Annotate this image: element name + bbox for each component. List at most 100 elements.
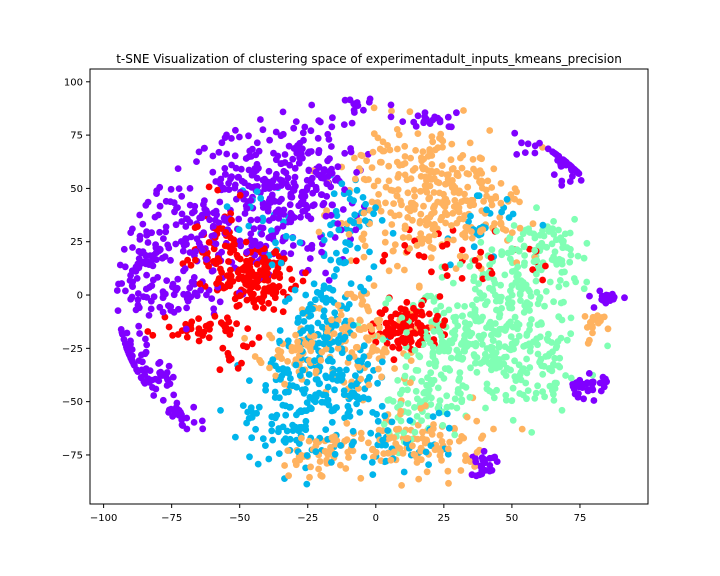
scatter-point: [589, 316, 596, 324]
scatter-point: [567, 330, 575, 338]
scatter-point: [467, 364, 474, 372]
scatter-point: [265, 197, 273, 205]
scatter-point: [534, 350, 542, 358]
scatter-point: [292, 331, 299, 339]
scatter-point: [443, 392, 451, 400]
scatter-point: [352, 226, 360, 234]
scatter-point: [478, 155, 485, 163]
scatter-point: [539, 370, 547, 378]
scatter-point: [393, 158, 401, 166]
scatter-point: [397, 407, 405, 415]
scatter-point: [455, 377, 463, 384]
scatter-point: [428, 268, 435, 276]
scatter-point: [567, 314, 575, 322]
scatter-point: [280, 369, 288, 377]
scatter-point: [379, 138, 387, 146]
scatter-point: [328, 143, 335, 150]
scatter-point: [438, 332, 445, 340]
scatter-point: [521, 252, 528, 259]
scatter-point: [276, 337, 283, 345]
scatter-point: [375, 365, 382, 373]
scatter-point: [589, 379, 597, 387]
scatter-point: [175, 305, 182, 313]
scatter-point: [497, 281, 504, 289]
scatter-point: [472, 340, 480, 347]
scatter-point: [376, 158, 384, 166]
scatter-point: [482, 404, 489, 412]
scatter-point: [291, 286, 299, 294]
scatter-point: [276, 327, 284, 334]
scatter-point: [445, 306, 453, 314]
scatter-point: [236, 133, 243, 141]
scatter-point: [282, 402, 289, 410]
scatter-point: [470, 277, 478, 285]
scatter-point: [281, 388, 289, 396]
scatter-point: [326, 231, 334, 238]
scatter-point: [143, 341, 151, 349]
scatter-point: [330, 272, 338, 280]
scatter-point: [393, 125, 401, 133]
scatter-point: [299, 129, 307, 137]
scatter-point: [308, 101, 316, 109]
scatter-point: [511, 185, 519, 193]
scatter-point: [231, 181, 239, 189]
scatter-point: [448, 140, 456, 148]
scatter-point: [414, 395, 421, 403]
scatter-point: [477, 238, 485, 246]
scatter-point: [266, 136, 273, 144]
scatter-point: [245, 222, 253, 230]
scatter-point: [458, 433, 466, 440]
scatter-point: [365, 336, 372, 344]
scatter-point: [156, 228, 164, 236]
scatter-point: [545, 228, 553, 235]
scatter-point: [344, 290, 351, 298]
scatter-point: [120, 335, 128, 343]
x-tick-label: −50: [229, 513, 250, 524]
scatter-point: [208, 295, 216, 302]
scatter-point: [132, 263, 140, 271]
scatter-point: [312, 186, 320, 194]
scatter-point: [472, 359, 479, 367]
scatter-point: [574, 252, 582, 260]
x-tick-label: 25: [437, 513, 450, 524]
scatter-point: [458, 164, 466, 172]
scatter-point: [403, 310, 411, 317]
scatter-point: [195, 337, 203, 345]
scatter-point: [369, 409, 377, 416]
scatter-point: [443, 342, 451, 350]
scatter-point: [344, 448, 352, 456]
scatter-point: [358, 152, 366, 160]
scatter-point: [328, 459, 335, 466]
scatter-point: [412, 123, 420, 130]
scatter-point: [259, 126, 267, 134]
scatter-point: [353, 169, 360, 176]
scatter-point: [312, 168, 320, 176]
scatter-point: [265, 455, 273, 463]
scatter-point: [340, 121, 348, 128]
scatter-point: [364, 306, 372, 314]
scatter-point: [242, 190, 250, 198]
scatter-point: [571, 215, 578, 223]
scatter-point: [430, 189, 438, 196]
scatter-point: [374, 379, 381, 387]
scatter-point: [407, 379, 414, 386]
scatter-point: [553, 379, 560, 387]
scatter-point: [192, 256, 199, 264]
x-tick-label: 0: [373, 513, 379, 524]
scatter-point: [334, 163, 342, 171]
scatter-point: [346, 406, 353, 414]
scatter-point: [247, 196, 255, 204]
scatter-point: [526, 307, 533, 314]
scatter-point: [317, 471, 325, 479]
scatter-point: [322, 269, 329, 277]
scatter-point: [402, 363, 410, 371]
scatter-point: [239, 402, 247, 409]
scatter-point: [301, 123, 309, 131]
scatter-point: [127, 354, 135, 362]
scatter-point: [292, 118, 300, 125]
scatter-point: [289, 382, 297, 390]
scatter-point: [600, 383, 608, 391]
scatter-point: [382, 199, 389, 207]
scatter-point: [403, 352, 411, 360]
scatter-point: [389, 343, 397, 351]
